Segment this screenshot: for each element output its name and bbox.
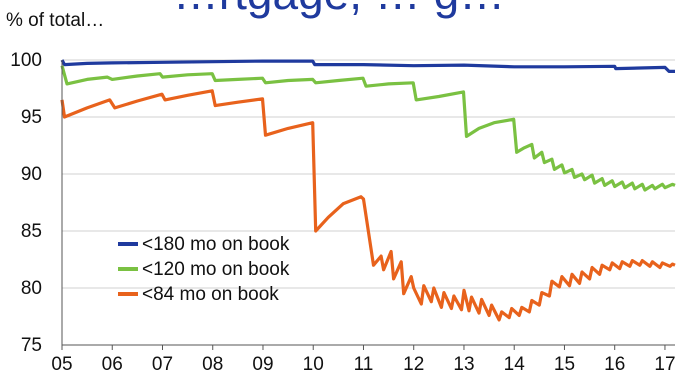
- x-tick-label: 15: [554, 354, 575, 375]
- x-tick-label: 16: [604, 354, 625, 375]
- legend-label: <84 mo on book: [142, 284, 279, 305]
- x-tick-label: 10: [303, 354, 324, 375]
- y-tick-label: 75: [21, 335, 42, 356]
- x-tick-label: 08: [202, 354, 223, 375]
- legend-label: <180 mo on book: [142, 234, 290, 255]
- axes: [61, 60, 675, 350]
- chart-title: …rtgage, … g…: [0, 0, 678, 20]
- x-tick-label: 17: [654, 354, 675, 375]
- x-tick-label: 06: [102, 354, 123, 375]
- x-tick-label: 07: [152, 354, 173, 375]
- legend-label: <120 mo on book: [142, 259, 290, 280]
- x-tick-label: 14: [504, 354, 526, 375]
- x-tick-label: 11: [354, 354, 374, 375]
- y-tick-label: 90: [21, 164, 42, 185]
- y-tick-label: 80: [21, 278, 42, 299]
- legend: <180 mo on book <120 mo on book <84 mo on …: [118, 234, 290, 305]
- series-group: [60, 59, 676, 322]
- y-tick-label: 85: [21, 221, 42, 242]
- series-line-3: [60, 89, 676, 322]
- x-tick-label: 09: [252, 354, 273, 375]
- series-line-1: [60, 59, 675, 74]
- unit-label: % of total…: [6, 10, 105, 31]
- x-tick-label: 13: [453, 354, 474, 375]
- x-tick-label: 12: [403, 354, 424, 375]
- x-tick-label: 05: [51, 354, 72, 375]
- y-tick-label: 95: [21, 107, 42, 128]
- series-line-2: [60, 65, 676, 192]
- y-tick-label: 100: [10, 50, 42, 71]
- tick-labels: 75 80 85 90 95 100 05 06 07 08 09 10 11 12 13 14 15 16 17: [10, 50, 675, 375]
